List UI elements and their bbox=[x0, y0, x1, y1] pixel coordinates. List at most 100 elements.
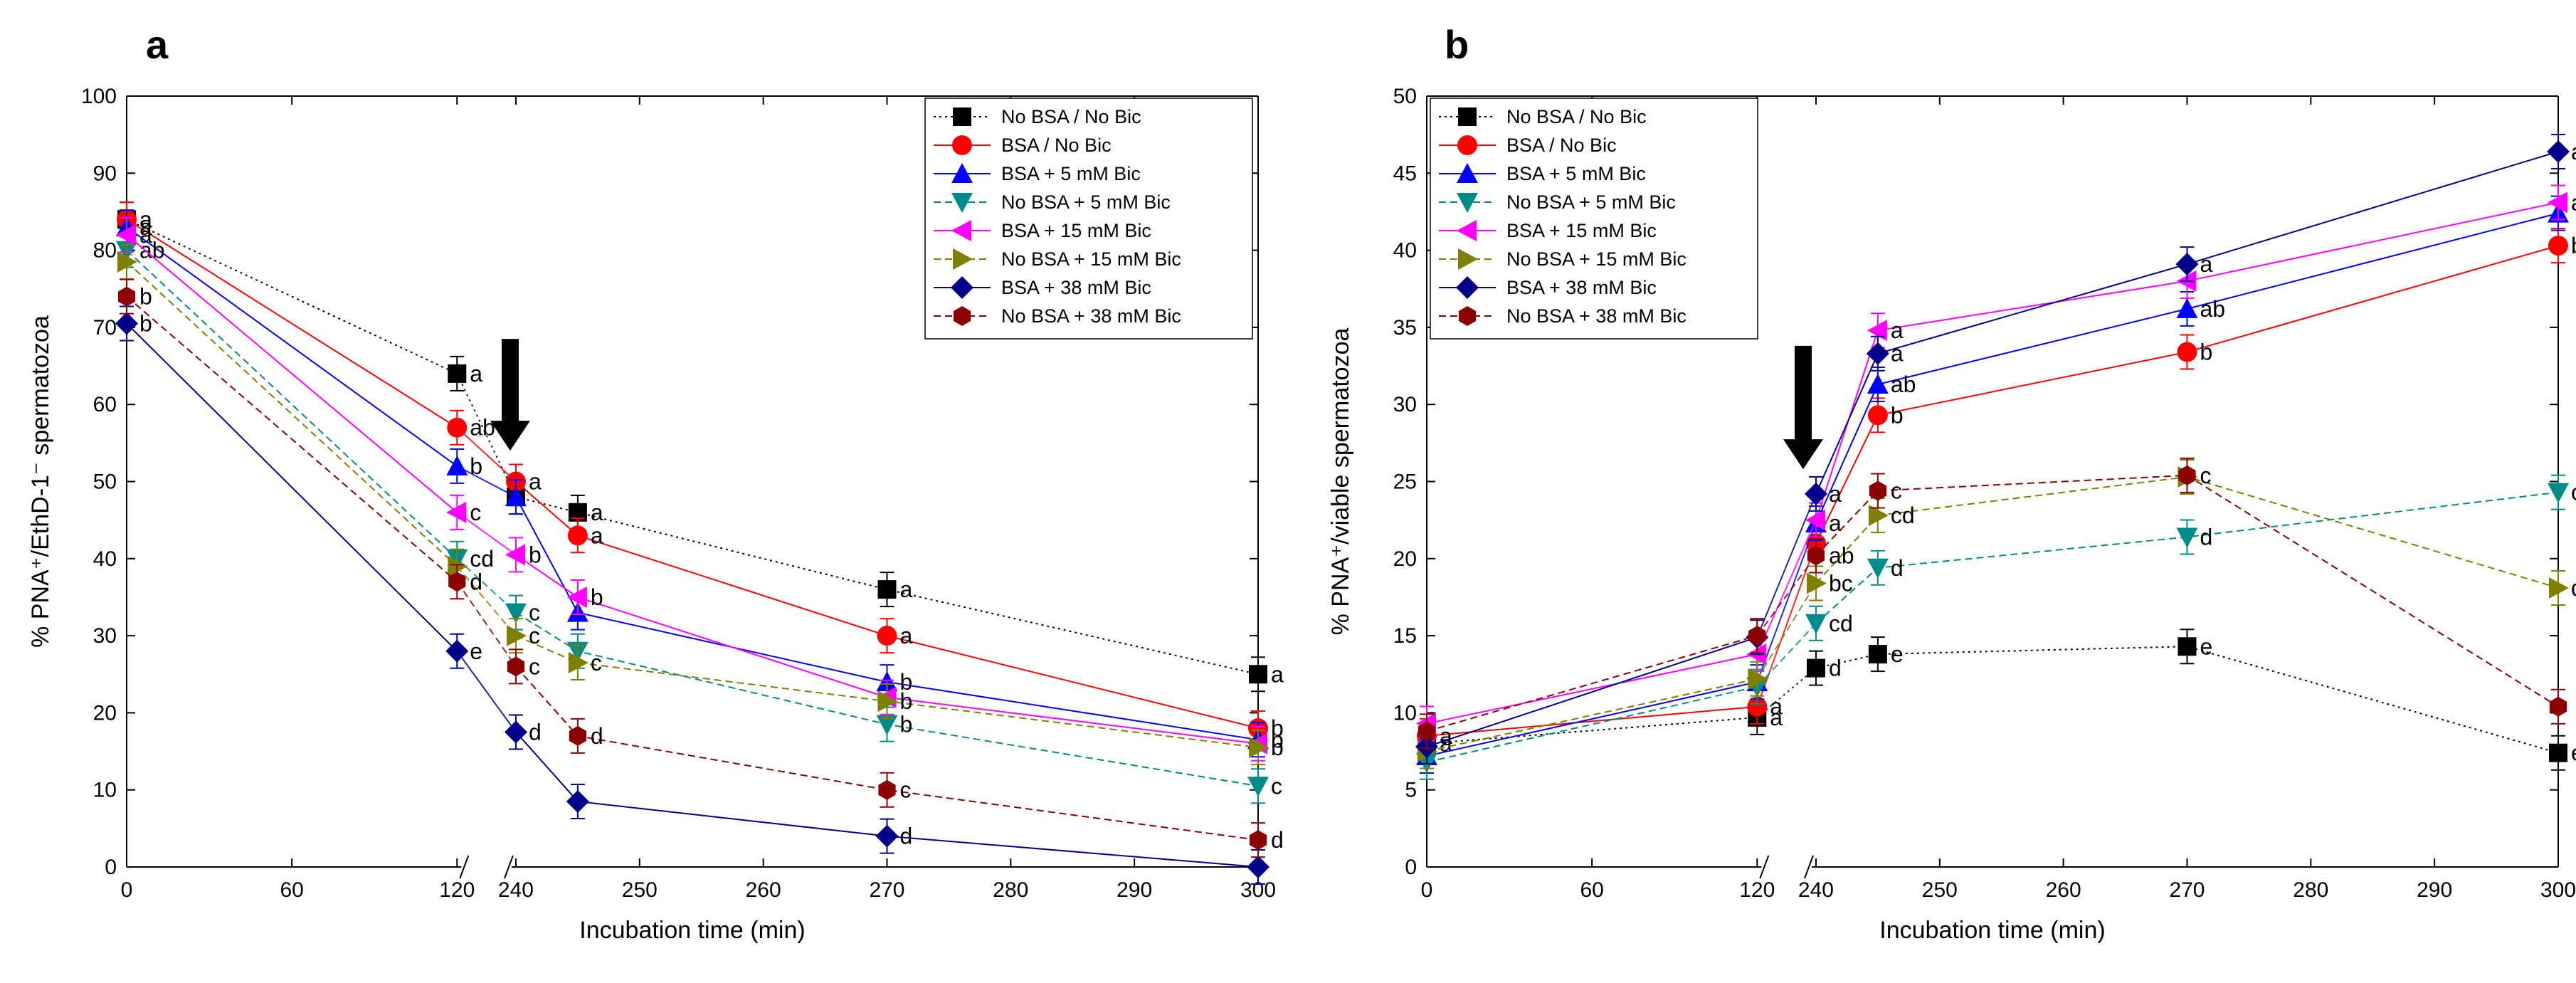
y-tick-label: 35 bbox=[1393, 316, 1417, 340]
data-point bbox=[1247, 777, 1269, 797]
x-tick-label: 300 bbox=[2540, 878, 2576, 902]
data-point bbox=[1866, 342, 1889, 365]
x-tick-label: 120 bbox=[1739, 878, 1775, 902]
legend-entry: No BSA + 15 mM Bic bbox=[1001, 248, 1181, 270]
data-point bbox=[446, 501, 467, 523]
legend: No BSA / No Bic BSA / No Bic BSA + 5 mM Bi… bbox=[1430, 98, 1758, 340]
data-point bbox=[1249, 830, 1267, 851]
series-line bbox=[515, 496, 1259, 676]
significance-label: a bbox=[529, 469, 542, 495]
significance-label: ab bbox=[2571, 189, 2576, 215]
series-line bbox=[515, 731, 1259, 868]
significance-label: cd bbox=[1891, 503, 1915, 528]
data-point bbox=[1868, 645, 1887, 664]
significance-label: a bbox=[1271, 661, 1284, 687]
y-tick-label: 50 bbox=[1393, 85, 1417, 108]
significance-label: b bbox=[139, 310, 152, 336]
data-point bbox=[569, 725, 587, 746]
data-point bbox=[448, 572, 466, 592]
x-tick-label: 0 bbox=[121, 878, 133, 902]
series-line bbox=[515, 554, 1259, 745]
legend-box bbox=[1430, 98, 1758, 340]
legend-entry: BSA + 38 mM Bic bbox=[1001, 277, 1151, 298]
legend-entry: No BSA / No Bic bbox=[1001, 106, 1141, 127]
y-tick-label: 0 bbox=[1405, 856, 1417, 879]
data-point bbox=[2548, 191, 2567, 214]
y-tick-label: 30 bbox=[1393, 393, 1417, 416]
significance-label: a bbox=[139, 206, 152, 232]
legend-entry: BSA / No Bic bbox=[1001, 135, 1112, 156]
x-tick-label: 280 bbox=[993, 878, 1028, 902]
x-tick-label: 270 bbox=[869, 878, 904, 902]
significance-label: b bbox=[591, 584, 603, 610]
significance-label: a bbox=[1440, 731, 1452, 757]
series-line-bridge bbox=[456, 581, 517, 667]
legend-entry: BSA / No Bic bbox=[1506, 135, 1617, 156]
significance-label: c bbox=[1271, 773, 1282, 799]
significance-label: bc bbox=[1829, 570, 1853, 596]
significance-label: a bbox=[139, 206, 152, 232]
x-tick-label: 60 bbox=[1580, 878, 1603, 902]
series-line bbox=[1426, 636, 1758, 748]
legend-entry: BSA + 38 mM Bic bbox=[1506, 277, 1657, 298]
significance-label: cd bbox=[1829, 611, 1853, 636]
series-line bbox=[1426, 716, 1758, 745]
significance-label: b bbox=[899, 688, 912, 714]
data-point bbox=[1748, 626, 1766, 646]
significance-label: d bbox=[899, 824, 912, 849]
legend-marker bbox=[951, 276, 973, 299]
data-point bbox=[1806, 658, 1825, 678]
data-point bbox=[117, 251, 137, 273]
significance-label: a bbox=[1770, 694, 1783, 720]
y-tick-label: 45 bbox=[1393, 162, 1417, 185]
x-tick-label: 120 bbox=[439, 878, 475, 902]
x-tick-label: 290 bbox=[1117, 878, 1152, 902]
series-line-bridge bbox=[456, 565, 517, 636]
legend-marker bbox=[951, 220, 971, 241]
x-tick-label: 280 bbox=[2293, 878, 2328, 902]
significance-label: c bbox=[529, 653, 540, 679]
data-point bbox=[1807, 545, 1825, 566]
series-line bbox=[126, 226, 458, 467]
series-line bbox=[1815, 646, 2559, 754]
data-point bbox=[1805, 509, 1825, 531]
x-tick-label: 240 bbox=[1798, 878, 1834, 902]
legend-marker bbox=[953, 248, 973, 270]
data-point bbox=[1806, 572, 1827, 594]
significance-label: b bbox=[1271, 735, 1284, 760]
series-line-bridge bbox=[1756, 554, 1817, 636]
legend-entry: No BSA / No Bic bbox=[1506, 106, 1647, 127]
data-point bbox=[2178, 465, 2196, 485]
series-line bbox=[515, 666, 1259, 841]
series-line-bridge bbox=[456, 426, 517, 483]
data-point bbox=[506, 625, 527, 647]
x-axis-title: Incubation time (min) bbox=[1879, 917, 2105, 944]
legend-marker bbox=[1457, 135, 1477, 155]
axis-break-mark bbox=[459, 855, 470, 879]
legend-marker bbox=[953, 306, 971, 326]
significance-label: b bbox=[2571, 233, 2576, 258]
series-line bbox=[1815, 474, 2559, 708]
series-line bbox=[515, 635, 1259, 749]
data-point bbox=[2177, 342, 2197, 362]
axis-break-mark bbox=[1759, 855, 1770, 879]
chart-panel-b: 0 5 10 15 20 25 30 35 40 45 50 0 60 120 240 250 260 270 28… bbox=[1327, 85, 2576, 944]
y-tick-label: 25 bbox=[1393, 471, 1417, 494]
significance-label: a bbox=[139, 214, 152, 240]
legend-entry: No BSA + 15 mM Bic bbox=[1506, 248, 1686, 270]
data-point bbox=[1867, 374, 1889, 394]
data-point bbox=[505, 486, 527, 507]
series-line-bridge bbox=[1756, 623, 1817, 688]
significance-label: b bbox=[529, 542, 542, 567]
legend-entry: BSA + 5 mM Bic bbox=[1506, 163, 1646, 184]
legend-entry: No BSA + 38 mM Bic bbox=[1506, 305, 1686, 327]
data-point bbox=[1868, 505, 1889, 527]
data-point bbox=[1805, 614, 1827, 634]
significance-label: b bbox=[1271, 727, 1284, 752]
y-tick-label: 10 bbox=[1393, 701, 1417, 725]
significance-label: d bbox=[470, 569, 482, 594]
significance-label: b bbox=[899, 712, 912, 737]
axis-break-mark bbox=[1804, 855, 1814, 879]
